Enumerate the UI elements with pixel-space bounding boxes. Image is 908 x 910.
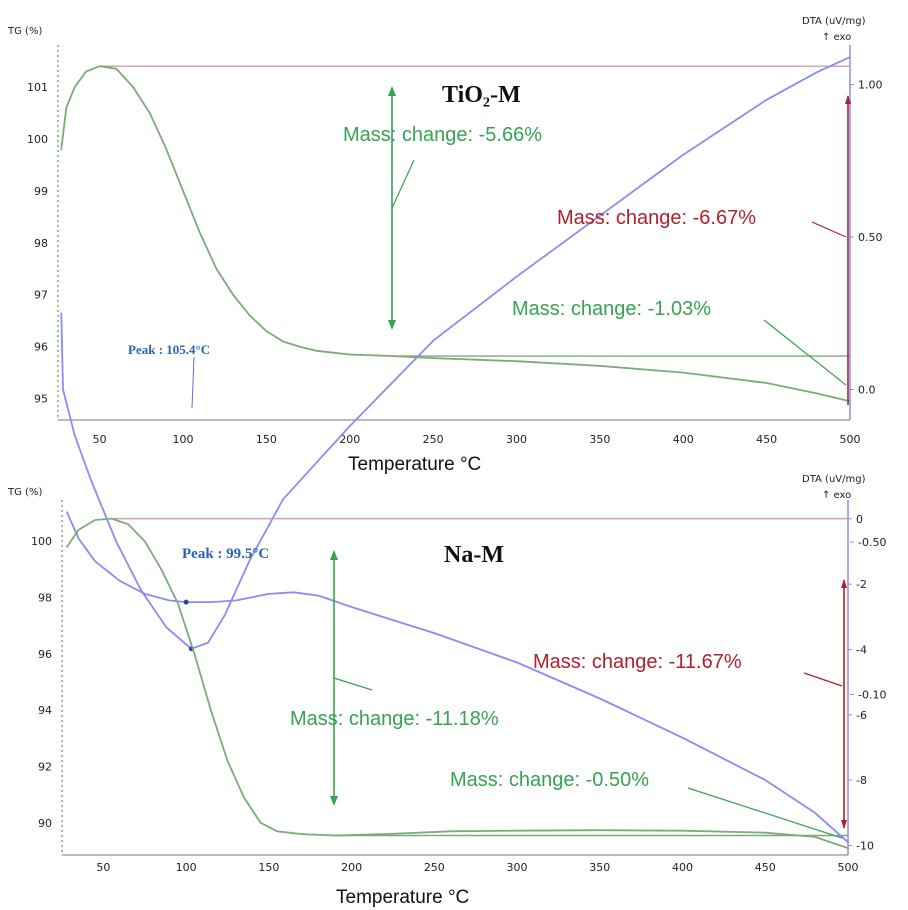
y-right-tick-label: -4 <box>856 643 867 656</box>
y-left-ticks: 95 96 97 98 99 100 101 <box>27 81 48 406</box>
mass-change-label-total: Mass: change: -11.67% <box>533 651 742 673</box>
y-left-label: TG (%) <box>7 26 42 37</box>
y-left-tick-label: 101 <box>27 81 48 94</box>
x-tick-label: 150 <box>258 861 279 874</box>
y-right-tick-label: -6 <box>856 709 867 722</box>
x-tick-label: 200 <box>339 433 360 446</box>
reference-lines <box>111 517 848 837</box>
y-left-tick-label: 100 <box>27 133 48 146</box>
y-left-tick-label: 90 <box>38 817 52 830</box>
y-left-tick-label: 99 <box>34 185 48 198</box>
x-tick-label: 400 <box>672 861 693 874</box>
series-group <box>66 511 849 850</box>
tg-curve <box>66 517 849 850</box>
x-tick-label: 300 <box>506 433 527 446</box>
peak-label: Peak : 105.4°C <box>128 342 210 357</box>
leader-line-3 <box>687 787 843 839</box>
y-right-tick-label: -2 <box>856 578 867 591</box>
panel-na-m: TG (%) DTA (uV/mg) ↑ exo Na-M Temperatur… <box>7 474 874 908</box>
y-right-label: DTA (uV/mg) <box>802 16 866 27</box>
x-tick-label: 250 <box>423 433 444 446</box>
x-tick-label: 350 <box>589 433 610 446</box>
mass-change-arrowhead-down-1 <box>330 796 338 806</box>
x-tick-label: 50 <box>96 861 110 874</box>
mass-change-arrowhead-down-total <box>841 820 847 829</box>
dta-curve <box>66 511 849 844</box>
y-left-tick-label: 97 <box>34 289 48 302</box>
chart-title: Na-M <box>444 542 504 568</box>
x-tick-label: 200 <box>341 861 362 874</box>
y-left-label: TG (%) <box>7 487 42 498</box>
y-left-tick-label: 98 <box>34 237 48 250</box>
y-right-tick-label: -0.10 <box>858 689 886 702</box>
x-axis-label: Temperature °C <box>336 887 469 908</box>
mass-change-label-3: Mass: change: -0.50% <box>450 769 649 791</box>
y-left-ticks: 90 92 94 96 98 100 <box>31 535 52 830</box>
x-tick-label: 50 <box>93 433 107 446</box>
y-right-ticks: 1.00 0.50 0.0 -0.50 -0.10 <box>850 79 886 702</box>
y-right-tick-label: 0.0 <box>858 384 876 397</box>
x-tick-label: 350 <box>589 861 610 874</box>
x-tick-label: 500 <box>838 861 859 874</box>
x-tick-label: 500 <box>840 433 861 446</box>
y-left-tick-label: 98 <box>38 592 52 605</box>
x-axis-label: Temperature °C <box>348 454 481 475</box>
y-left-tick-label: 92 <box>38 761 52 774</box>
x-tick-label: 450 <box>756 433 777 446</box>
leader-line-3 <box>763 319 847 386</box>
peak-label: Peak : 99.5°C <box>182 546 269 562</box>
mass-change-arrowhead-down-1 <box>388 320 396 330</box>
x-tick-label: 250 <box>424 861 445 874</box>
tg-curve <box>60 65 851 403</box>
peak-leader <box>191 356 195 409</box>
peak-marker <box>183 599 189 605</box>
mass-change-label-3: Mass: change: -1.03% <box>512 298 711 320</box>
leader-line-1 <box>333 677 373 691</box>
leader-line-total <box>803 672 843 687</box>
x-tick-label: 150 <box>256 433 277 446</box>
y-right-tick-label: 0 <box>856 513 863 526</box>
y-right-ticks: 0 -2 -4 -6 -8 -10 <box>848 513 874 852</box>
y-right-tick-label: 1.00 <box>858 79 883 92</box>
y-right-sublabel: ↑ exo <box>822 490 851 501</box>
y-left-tick-label: 96 <box>34 341 48 354</box>
x-tick-label: 100 <box>176 861 197 874</box>
mass-change-arrowhead-up-total <box>845 95 851 104</box>
y-right-tick-label: -10 <box>856 839 874 852</box>
mass-change-arrowhead-up-total <box>841 579 847 588</box>
x-tick-label: 400 <box>673 433 694 446</box>
mass-change-label-1: Mass: change: -11.18% <box>290 708 499 730</box>
x-ticks: 50 100 150 200 250 300 350 400 450 500 <box>96 861 858 874</box>
x-tick-label: 100 <box>173 433 194 446</box>
y-right-label: DTA (uV/mg) <box>802 474 866 485</box>
x-ticks: 50 100 150 200 250 300 350 400 450 500 <box>93 433 861 446</box>
y-right-tick-label: -8 <box>856 774 867 787</box>
x-tick-label: 300 <box>507 861 528 874</box>
mass-change-arrowhead-up-1 <box>330 550 338 560</box>
panel-tio2-m: TG (%) DTA (uV/mg) ↑ exo TiO₂-M Temperat… <box>7 16 886 702</box>
x-tick-label: 450 <box>755 861 776 874</box>
mass-change-label-1: Mass: change: -5.66% <box>343 124 542 146</box>
mass-change-arrowhead-up-1 <box>388 86 396 96</box>
chart-title: TiO₂-M <box>442 82 521 108</box>
y-left-tick-label: 100 <box>31 535 52 548</box>
y-right-sublabel: ↑ exo <box>822 32 851 43</box>
mass-change-label-total: Mass: change: -6.67% <box>557 207 756 229</box>
dta-curve <box>60 56 851 650</box>
y-right-tick-label: -0.50 <box>858 536 886 549</box>
y-left-tick-label: 94 <box>38 704 52 717</box>
leader-line-1 <box>391 159 415 209</box>
y-right-tick-label: 0.50 <box>858 231 883 244</box>
leader-line-total <box>811 221 847 238</box>
y-left-tick-label: 96 <box>38 648 52 661</box>
reference-lines <box>99 65 850 357</box>
y-left-tick-label: 95 <box>34 393 48 406</box>
